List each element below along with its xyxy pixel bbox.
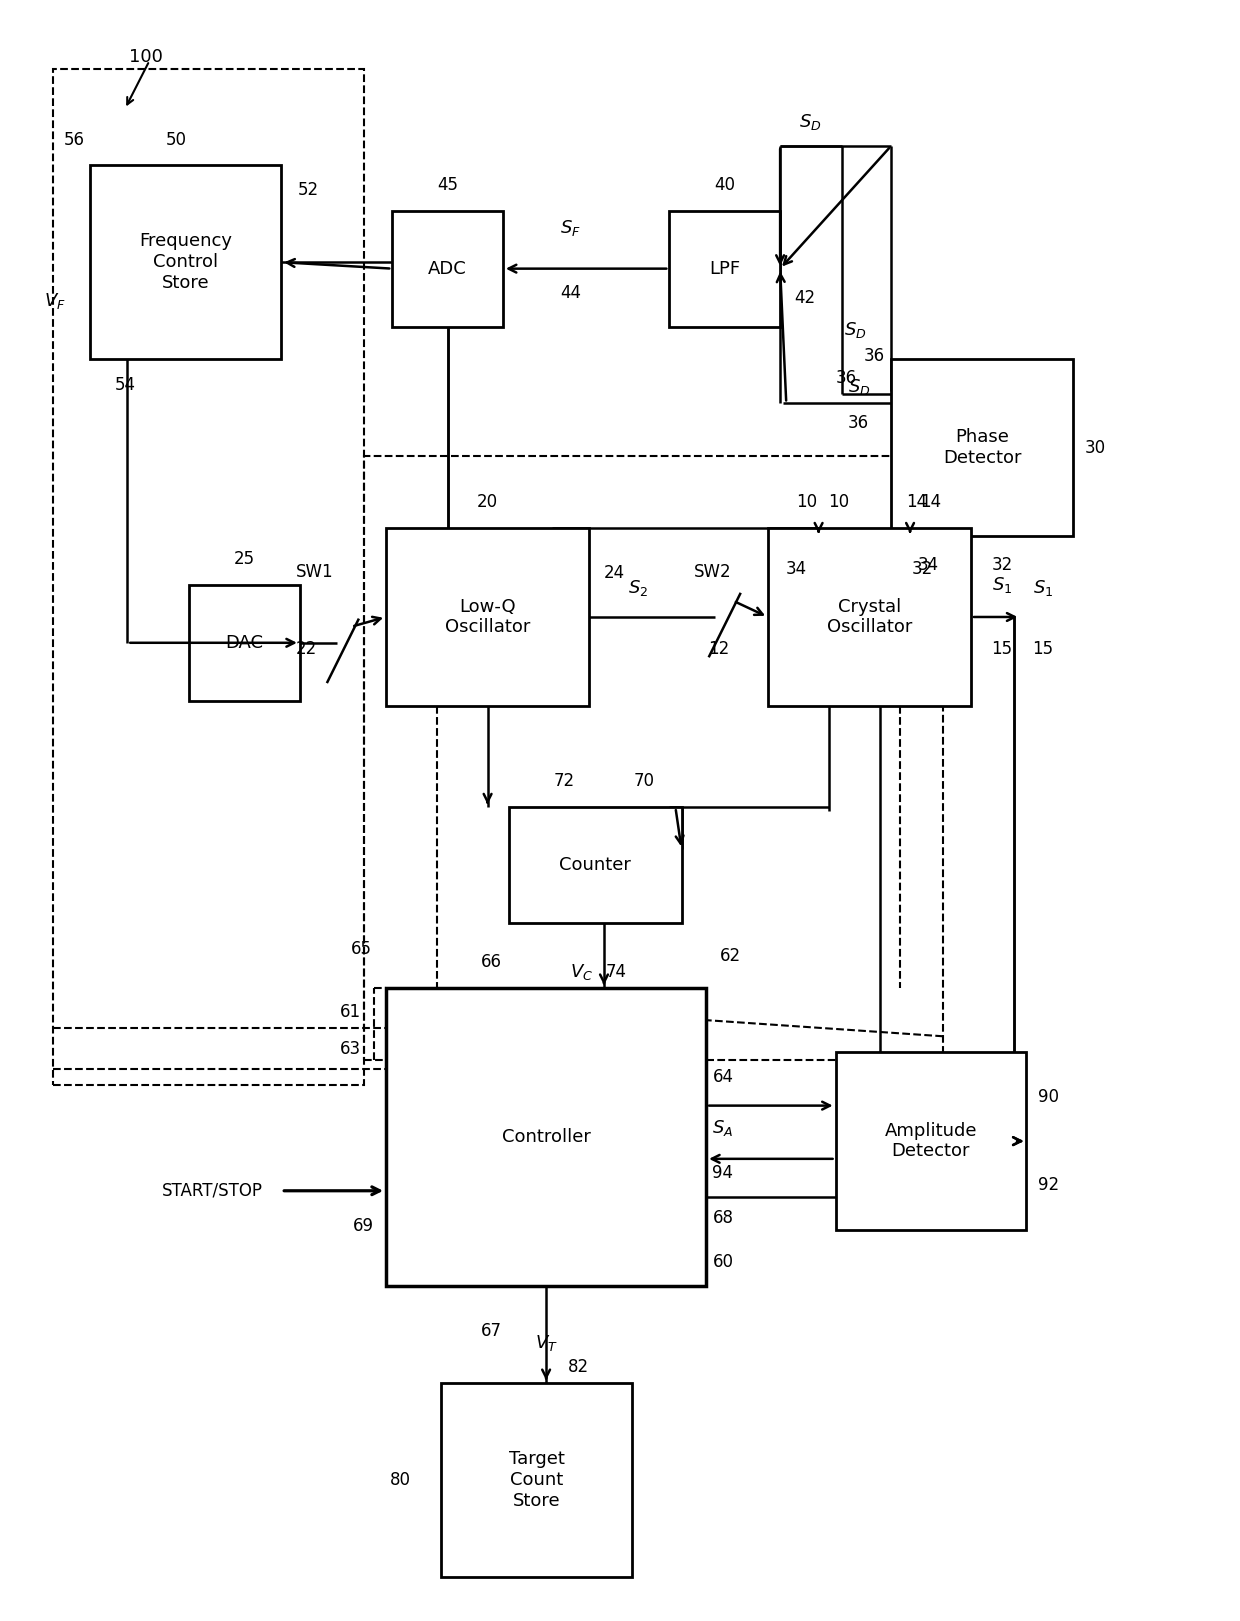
Text: 66: 66: [481, 953, 502, 971]
Text: 36: 36: [836, 370, 857, 387]
Text: Phase
Detector: Phase Detector: [942, 428, 1022, 467]
Text: 12: 12: [708, 640, 729, 658]
Text: $V_F$: $V_F$: [45, 290, 66, 311]
Text: 61: 61: [340, 1003, 361, 1021]
Text: 69: 69: [352, 1217, 373, 1235]
Text: 24: 24: [604, 564, 625, 582]
Text: 45: 45: [436, 175, 458, 195]
Text: 40: 40: [714, 175, 735, 195]
Text: 44: 44: [560, 284, 582, 302]
Bar: [53, 68, 363, 1084]
Text: $S_D$: $S_D$: [843, 319, 867, 340]
Text: 100: 100: [129, 49, 162, 66]
Text: 15: 15: [1033, 640, 1054, 658]
Text: 65: 65: [351, 940, 372, 958]
Bar: [392, 211, 503, 327]
Text: 25: 25: [234, 550, 255, 567]
Text: 10: 10: [796, 493, 817, 512]
Bar: [386, 987, 707, 1285]
Bar: [441, 1383, 632, 1577]
Text: $S_A$: $S_A$: [712, 1118, 734, 1138]
Text: 10: 10: [828, 493, 849, 512]
Text: 54: 54: [114, 376, 135, 394]
Text: LPF: LPF: [709, 259, 740, 277]
Text: Counter: Counter: [559, 856, 631, 874]
Bar: [363, 456, 942, 1060]
Text: 60: 60: [712, 1253, 733, 1271]
Text: 72: 72: [554, 773, 575, 791]
Text: 34: 34: [918, 556, 939, 574]
Text: Amplitude
Detector: Amplitude Detector: [885, 1122, 977, 1161]
Text: 36: 36: [848, 413, 869, 431]
Text: $S_1$: $S_1$: [992, 575, 1012, 595]
Text: $V_C$: $V_C$: [570, 961, 593, 982]
Bar: [510, 807, 682, 924]
Text: 62: 62: [720, 947, 742, 964]
Bar: [386, 528, 589, 705]
Text: 36: 36: [864, 347, 885, 365]
Text: 70: 70: [634, 773, 655, 791]
Text: 63: 63: [340, 1041, 361, 1059]
Text: 67: 67: [481, 1323, 502, 1341]
Text: 34: 34: [786, 559, 807, 577]
Bar: [892, 358, 1074, 537]
Text: 30: 30: [1085, 439, 1106, 457]
Text: Controller: Controller: [502, 1128, 590, 1146]
Text: 56: 56: [64, 131, 84, 149]
Text: 22: 22: [295, 640, 316, 658]
Bar: [91, 165, 281, 358]
Text: 32: 32: [911, 559, 932, 577]
Text: 14: 14: [920, 493, 941, 512]
Text: Crystal
Oscillator: Crystal Oscillator: [827, 598, 913, 637]
Text: $S_F$: $S_F$: [560, 219, 582, 238]
Text: 64: 64: [712, 1068, 733, 1086]
Bar: [768, 528, 971, 705]
Text: 32: 32: [991, 556, 1012, 574]
Text: 92: 92: [1038, 1177, 1059, 1195]
Text: 94: 94: [712, 1164, 733, 1182]
Bar: [188, 585, 300, 700]
Text: $S_2$: $S_2$: [629, 579, 649, 598]
Text: 82: 82: [568, 1358, 589, 1376]
Text: ADC: ADC: [428, 259, 467, 277]
Text: Low-Q
Oscillator: Low-Q Oscillator: [445, 598, 531, 637]
Text: 15: 15: [991, 640, 1012, 658]
Text: SW2: SW2: [693, 562, 732, 580]
Text: 68: 68: [712, 1209, 733, 1227]
Text: $S_D$: $S_D$: [799, 112, 821, 131]
Bar: [836, 1052, 1027, 1230]
Text: 74: 74: [605, 963, 626, 981]
Text: $S_D$: $S_D$: [848, 378, 870, 397]
Text: SW1: SW1: [295, 562, 334, 580]
Text: Frequency
Control
Store: Frequency Control Store: [139, 232, 232, 292]
Text: Target
Count
Store: Target Count Store: [508, 1449, 564, 1509]
Text: DAC: DAC: [226, 634, 263, 652]
Text: 42: 42: [794, 289, 816, 306]
Bar: [670, 211, 780, 327]
Text: 20: 20: [477, 493, 498, 512]
Text: $S_1$: $S_1$: [1033, 579, 1053, 598]
Text: 14: 14: [905, 493, 926, 512]
Text: 90: 90: [1038, 1088, 1059, 1106]
Text: START/STOP: START/STOP: [161, 1182, 263, 1200]
Text: 52: 52: [298, 180, 319, 199]
Text: 50: 50: [166, 131, 187, 149]
Text: 80: 80: [389, 1470, 410, 1488]
Text: $V_T$: $V_T$: [534, 1332, 558, 1352]
